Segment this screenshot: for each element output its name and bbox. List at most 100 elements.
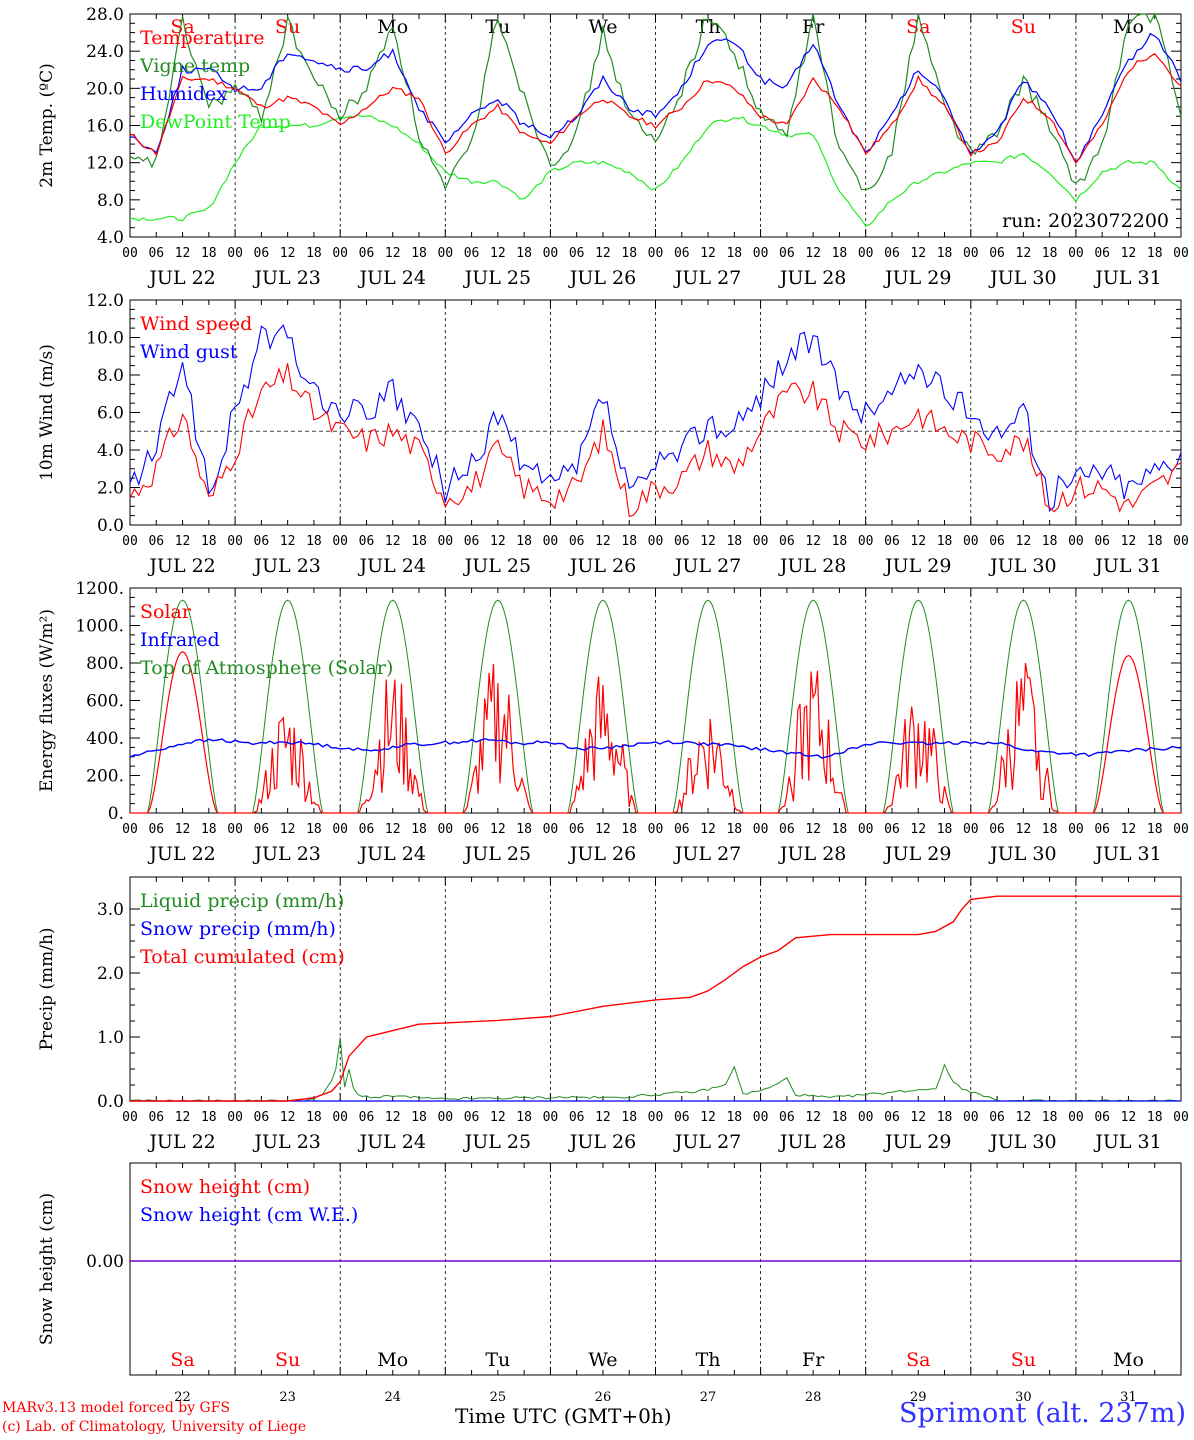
hour-tick-label: 00 <box>122 246 138 261</box>
date-number: 25 <box>490 1390 507 1405</box>
hour-tick-label: 12 <box>280 822 296 837</box>
hour-tick-label: 06 <box>254 246 270 261</box>
y-tick-label: 0.0 <box>97 516 124 536</box>
hour-tick-label: 12 <box>805 534 821 549</box>
y-tick-label: 2.0 <box>97 479 124 499</box>
y-tick-label: 800. <box>86 654 124 674</box>
date-label: JUL 24 <box>358 267 426 289</box>
weekday-label: Su <box>1011 16 1036 38</box>
hour-tick-label: 18 <box>937 246 953 261</box>
hour-tick-label: 06 <box>674 534 690 549</box>
date-label: JUL 23 <box>252 1131 320 1153</box>
hour-tick-label: 06 <box>779 1110 795 1125</box>
hour-tick-label: 00 <box>437 822 453 837</box>
hour-tick-label: 12 <box>700 1110 716 1125</box>
hour-tick-label: 12 <box>910 1110 926 1125</box>
y-tick-label: 0.00 <box>86 1252 124 1272</box>
hour-tick-label: 06 <box>1094 246 1110 261</box>
hour-tick-label: 12 <box>1121 822 1137 837</box>
hour-tick-label: 00 <box>858 534 874 549</box>
y-tick-label: 1200. <box>75 579 124 599</box>
hour-tick-label: 06 <box>254 534 270 549</box>
hour-tick-label: 06 <box>884 822 900 837</box>
hour-tick-label: 00 <box>122 534 138 549</box>
date-label: JUL 24 <box>358 1131 426 1153</box>
hour-tick-label: 12 <box>490 246 506 261</box>
date-label: JUL 30 <box>988 1131 1056 1153</box>
hour-tick-label: 12 <box>595 246 611 261</box>
series-line-0 <box>129 52 1182 165</box>
date-label: JUL 25 <box>463 267 531 289</box>
hour-tick-label: 12 <box>280 1110 296 1125</box>
hour-tick-label: 00 <box>122 1110 138 1125</box>
hour-tick-label: 18 <box>411 1110 427 1125</box>
hour-tick-label: 00 <box>753 246 769 261</box>
hour-tick-label: 00 <box>1173 534 1189 549</box>
hour-tick-label: 18 <box>201 246 217 261</box>
hour-tick-label: 06 <box>148 822 164 837</box>
date-label: JUL 29 <box>883 843 951 865</box>
legend-entry: Wind speed <box>140 313 252 335</box>
date-number: 27 <box>700 1390 717 1405</box>
hour-tick-label: 00 <box>648 246 664 261</box>
hour-tick-label: 06 <box>569 1110 585 1125</box>
hour-tick-label: 06 <box>464 1110 480 1125</box>
hour-tick-label: 00 <box>753 534 769 549</box>
y-tick-label: 3.0 <box>97 900 124 920</box>
weekday-label: Sa <box>170 1349 194 1371</box>
hour-tick-label: 18 <box>1147 822 1163 837</box>
hour-tick-label: 06 <box>569 246 585 261</box>
legend-entry: Humidex <box>140 83 227 105</box>
hour-tick-label: 00 <box>963 822 979 837</box>
y-tick-label: 1.0 <box>97 1028 124 1048</box>
weekday-label: Mo <box>1113 1349 1144 1371</box>
hour-tick-label: 12 <box>175 822 191 837</box>
hour-tick-label: 06 <box>464 534 480 549</box>
hour-tick-label: 06 <box>989 1110 1005 1125</box>
y-tick-label: 1000. <box>75 617 124 637</box>
hour-tick-label: 18 <box>1042 1110 1058 1125</box>
hour-tick-label: 12 <box>385 246 401 261</box>
hour-tick-label: 12 <box>700 822 716 837</box>
hour-tick-label: 00 <box>858 246 874 261</box>
hour-tick-label: 06 <box>989 534 1005 549</box>
date-label: JUL 23 <box>252 555 320 577</box>
hour-tick-label: 06 <box>359 246 375 261</box>
hour-tick-label: 00 <box>963 534 979 549</box>
weekday-label: Su <box>1011 1349 1036 1371</box>
legend-entry: Liquid precip (mm/h) <box>140 890 344 912</box>
y-tick-label: 4.0 <box>97 441 124 461</box>
weekday-label: Th <box>696 1349 721 1371</box>
hour-tick-label: 12 <box>280 534 296 549</box>
hour-tick-label: 06 <box>989 246 1005 261</box>
hour-tick-label: 06 <box>254 1110 270 1125</box>
hour-tick-label: 12 <box>1121 534 1137 549</box>
hour-tick-label: 06 <box>779 822 795 837</box>
weekday-label: We <box>588 1349 617 1371</box>
hour-tick-label: 18 <box>516 246 532 261</box>
hour-tick-label: 00 <box>648 534 664 549</box>
legend-entry: Snow height (cm) <box>140 1176 310 1198</box>
hour-tick-label: 18 <box>516 1110 532 1125</box>
date-label: JUL 26 <box>568 843 636 865</box>
hour-tick-label: 06 <box>359 822 375 837</box>
hour-tick-label: 00 <box>437 534 453 549</box>
hour-tick-label: 18 <box>832 822 848 837</box>
hour-tick-label: 18 <box>1042 534 1058 549</box>
hour-tick-label: 06 <box>674 822 690 837</box>
date-label: JUL 26 <box>568 555 636 577</box>
hour-tick-label: 06 <box>884 1110 900 1125</box>
y-tick-label: 24.0 <box>86 42 124 62</box>
hour-tick-label: 06 <box>1094 822 1110 837</box>
hour-tick-label: 18 <box>201 822 217 837</box>
y-tick-label: 16.0 <box>86 117 124 137</box>
hour-tick-label: 00 <box>227 822 243 837</box>
weekday-label: Su <box>275 1349 300 1371</box>
hour-tick-label: 06 <box>148 534 164 549</box>
hour-tick-label: 12 <box>175 246 191 261</box>
y-tick-label: 10.0 <box>86 329 124 349</box>
weekday-label: Sa <box>170 16 194 38</box>
date-label: JUL 27 <box>673 1131 741 1153</box>
date-label: JUL 26 <box>568 1131 636 1153</box>
y-tick-label: 20.0 <box>86 79 124 99</box>
